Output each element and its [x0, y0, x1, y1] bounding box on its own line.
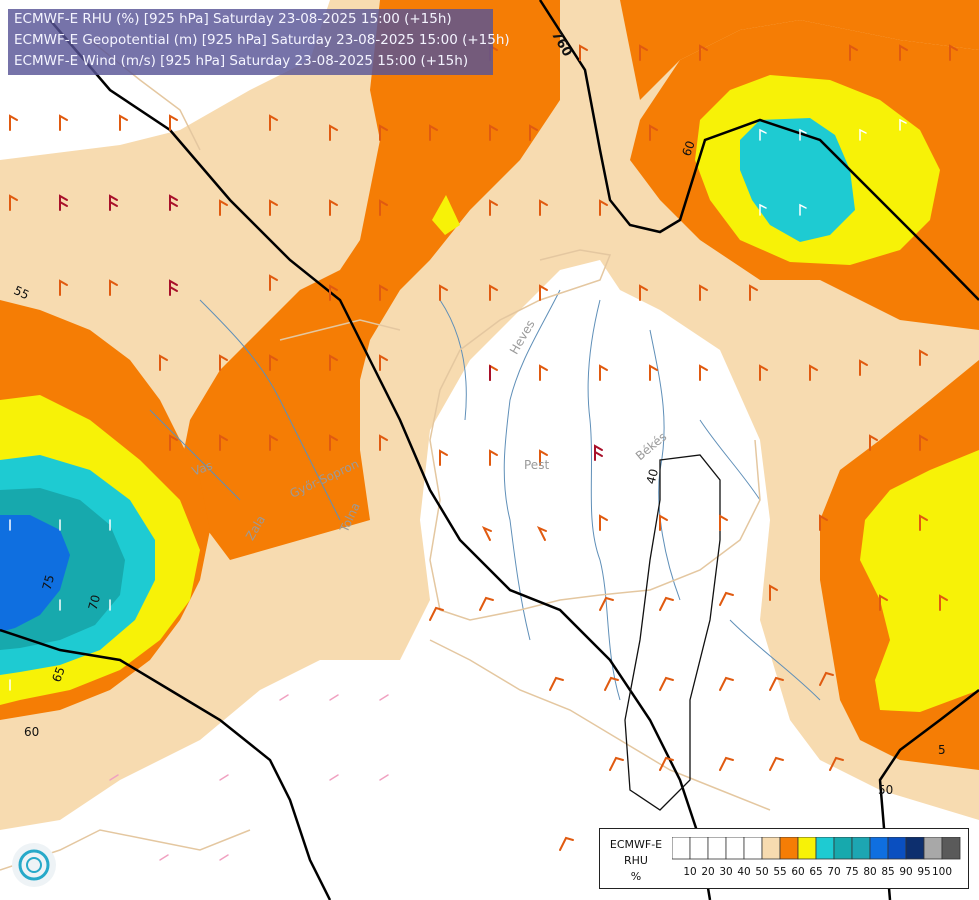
rhu-area-60-patch	[432, 195, 460, 235]
contour-760-main	[49, 19, 712, 900]
ecmwf-logo-icon	[12, 843, 56, 887]
legend-swatch	[887, 837, 907, 860]
legend-swatch	[833, 837, 853, 860]
legend-swatch	[923, 837, 943, 860]
legend-title-model: ECMWF-E	[609, 838, 663, 851]
legend-swatch	[869, 837, 889, 860]
legend-swatch	[725, 837, 745, 860]
legend-tick-label: 85	[881, 866, 894, 878]
legend-tick-label: 95	[917, 866, 930, 878]
legend-swatch	[797, 837, 817, 860]
county-label-pest: Pest	[524, 458, 549, 472]
legend-swatch	[941, 837, 961, 860]
contour-760-north	[538, 0, 979, 301]
title-geopotential: ECMWF-E Geopotential (m) [925 hPa] Satur…	[14, 32, 510, 48]
map-title-overlay: ECMWF-E RHU (%) [925 hPa] Saturday 23-08…	[8, 9, 510, 75]
rhu-area-55-central	[180, 0, 560, 560]
rhu-label-5-se: 5	[938, 743, 946, 757]
legend-swatch	[815, 837, 835, 860]
rhu-label-60-sw: 60	[24, 725, 39, 739]
legend-tick-label: 20	[701, 866, 714, 878]
legend-tick-label: 90	[899, 866, 912, 878]
legend-tick-label: 40	[737, 866, 750, 878]
legend-tick-label: 100	[932, 866, 952, 878]
legend-title-var: RHU	[624, 854, 648, 867]
rhu-area-60-se	[860, 450, 979, 712]
rhu-label-55-west: 55	[12, 283, 32, 302]
legend-tick-label: 70	[827, 866, 840, 878]
contour-760-sw	[0, 628, 332, 900]
legend-swatch	[707, 837, 727, 860]
legend-swatch	[761, 837, 781, 860]
rhu-contour-40	[624, 454, 721, 811]
rhu-label-40-center: 40	[644, 467, 661, 485]
legend-tick-label: 75	[845, 866, 858, 878]
rhu-area-55-top	[620, 0, 979, 100]
rhu-area-65-ne	[740, 118, 855, 242]
wind-barbs	[9, 44, 958, 861]
legend-swatch	[779, 837, 799, 860]
legend-colorbar: 10 20 30 40 50 55 60 65 70 75 80 85 90 95 100	[672, 837, 961, 878]
legend-tick-label: 80	[863, 866, 876, 878]
legend-tick-label: 10	[683, 866, 696, 878]
rhu-label-60-ne: 60	[679, 139, 697, 158]
legend-swatch	[743, 837, 763, 860]
rhu-label-70-sw: 70	[86, 593, 103, 611]
rhu-label-65-sw: 65	[49, 665, 67, 684]
legend-swatch	[672, 837, 691, 860]
legend-tick-label: 50	[755, 866, 768, 878]
borders	[0, 39, 771, 871]
legend-swatch	[905, 837, 925, 860]
legend-tick-label: 30	[719, 866, 732, 878]
legend-title: ECMWF-E RHU %	[604, 837, 668, 885]
legend-unit: %	[630, 870, 642, 883]
rhu-legend: ECMWF-E RHU % 10 20 30 40 50 55 60 65 70 75 80 85 90…	[599, 828, 969, 889]
rhu-area-80-sw	[0, 515, 70, 632]
rhu-label-50-se: 50	[878, 783, 893, 797]
title-wind: ECMWF-E Wind (m/s) [925 hPa] Saturday 23…	[14, 53, 469, 69]
rhu-label-75-sw: 75	[40, 573, 57, 591]
county-label-vas: Vas	[190, 458, 214, 478]
legend-swatch	[851, 837, 871, 860]
legend-tick-label: 60	[791, 866, 804, 878]
legend-swatch	[689, 837, 709, 860]
legend-tick-label: 55	[773, 866, 786, 878]
title-rhu: ECMWF-E RHU (%) [925 hPa] Saturday 23-08…	[14, 11, 452, 27]
legend-tick-label: 65	[809, 866, 822, 878]
